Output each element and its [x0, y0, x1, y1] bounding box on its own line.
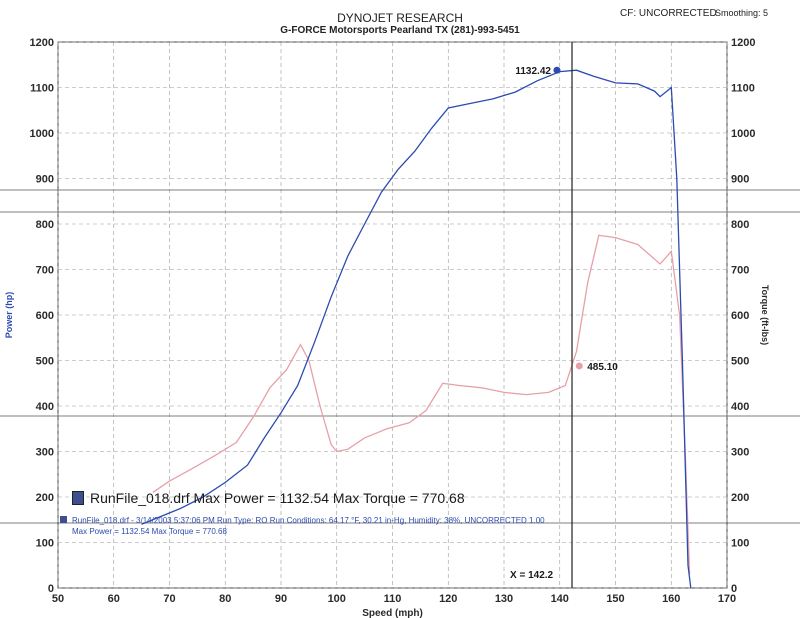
y-left-tick-label: 1100: [30, 83, 54, 95]
y-right-tick-label: 900: [731, 174, 749, 186]
y-right-tick-label: 700: [731, 265, 749, 277]
legend-main: RunFile_018.drf Max Power = 1132.54 Max …: [90, 490, 465, 506]
y-right-tick-label: 0: [731, 583, 737, 595]
y-left-tick-label: 1200: [30, 37, 54, 49]
x-tick-label: 150: [606, 593, 624, 605]
y-left-tick-label: 500: [36, 356, 54, 368]
y-left-tick-label: 100: [36, 538, 54, 550]
chart-subtitle: G-FORCE Motorsports Pearland TX (281)-99…: [280, 25, 520, 36]
x-tick-label: 50: [52, 593, 64, 605]
x-tick-label: 120: [439, 593, 457, 605]
y-right-tick-label: 1000: [731, 128, 755, 140]
legend-detail-icon: [60, 516, 67, 523]
y-left-tick-label: 400: [36, 401, 54, 413]
y-left-tick-label: 800: [36, 219, 54, 231]
x-tick-label: 130: [495, 593, 513, 605]
y-left-axis-title: Power (hp): [4, 292, 14, 339]
chart-title: DYNOJET RESEARCH: [337, 11, 463, 25]
x-tick-label: 100: [328, 593, 346, 605]
y-left-tick-label: 0: [48, 583, 54, 595]
cursor-x-label: X = 142.2: [510, 570, 554, 581]
legend-icon: [72, 491, 84, 505]
y-right-tick-label: 600: [731, 310, 749, 322]
legend-detail-line1: RunFile_018.drf - 3/14/2003 5:37:06 PM R…: [72, 516, 545, 525]
x-tick-label: 110: [384, 593, 402, 605]
x-tick-label: 170: [718, 593, 736, 605]
cf-label: CF: UNCORRECTED: [620, 8, 717, 19]
y-right-axis-title: Torque (ft-lbs): [760, 285, 770, 345]
x-tick-label: 80: [219, 593, 231, 605]
y-right-tick-label: 400: [731, 401, 749, 413]
y-left-tick-label: 1000: [30, 128, 54, 140]
y-right-tick-label: 800: [731, 219, 749, 231]
x-tick-label: 160: [662, 593, 680, 605]
power-cursor-label: 1132.42: [515, 66, 551, 77]
y-left-tick-label: 900: [36, 174, 54, 186]
power-cursor-marker: [553, 66, 561, 74]
y-right-tick-label: 200: [731, 492, 749, 504]
x-tick-label: 140: [551, 593, 569, 605]
y-right-tick-label: 1100: [731, 83, 755, 95]
y-right-tick-label: 100: [731, 538, 749, 550]
x-tick-label: 60: [108, 593, 120, 605]
y-right-tick-label: 300: [731, 447, 749, 459]
y-right-tick-label: 1200: [731, 37, 755, 49]
y-left-tick-label: 200: [36, 492, 54, 504]
x-tick-label: 90: [275, 593, 287, 605]
smoothing-label: Smoothing: 5: [715, 8, 769, 18]
y-left-tick-label: 300: [36, 447, 54, 459]
y-right-tick-label: 500: [731, 356, 749, 368]
x-tick-label: 70: [163, 593, 175, 605]
x-axis-title: Speed (mph): [362, 608, 423, 618]
y-left-tick-label: 600: [36, 310, 54, 322]
torque-cursor-marker: [575, 362, 583, 370]
torque-series-line: [152, 234, 691, 575]
power-series-line: [141, 69, 692, 589]
legend-detail-line2: Max Power = 1132.54 Max Torque = 770.68: [72, 527, 227, 536]
torque-cursor-label: 485.10: [587, 362, 618, 373]
y-left-tick-label: 700: [36, 265, 54, 277]
